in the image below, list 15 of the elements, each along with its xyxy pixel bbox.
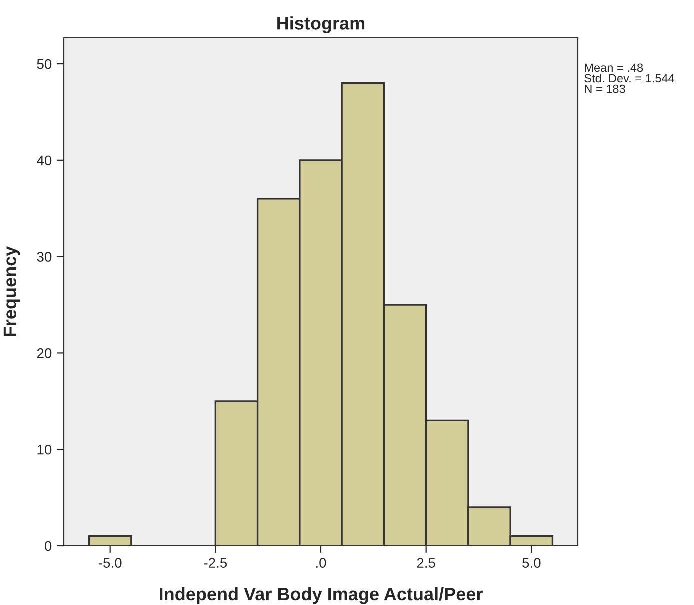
y-axis-title: Frequency xyxy=(4,246,20,336)
y-tick-label: 30 xyxy=(37,252,52,262)
y-tick-label: 20 xyxy=(37,348,52,358)
y-tick-label: 40 xyxy=(37,156,52,166)
y-tick-label: 10 xyxy=(38,444,52,455)
x-tick-label: -2.5 xyxy=(204,558,228,568)
x-tick-label: -5.0 xyxy=(98,558,122,568)
x-tick-label: 2.5 xyxy=(417,558,436,568)
text: Mean = .48 Std. Dev. = 1.544 N = 183 xyxy=(584,64,674,94)
y-tick-label: 0 xyxy=(45,541,52,552)
y-tick-label: 50 xyxy=(37,59,52,70)
x-axis-title: Independ Var Body Image Actual/Peer xyxy=(160,587,483,604)
x-tick-label: .0 xyxy=(316,558,326,568)
chart-title: Histogram xyxy=(278,16,365,34)
x-tick-label: 5.0 xyxy=(522,558,541,568)
